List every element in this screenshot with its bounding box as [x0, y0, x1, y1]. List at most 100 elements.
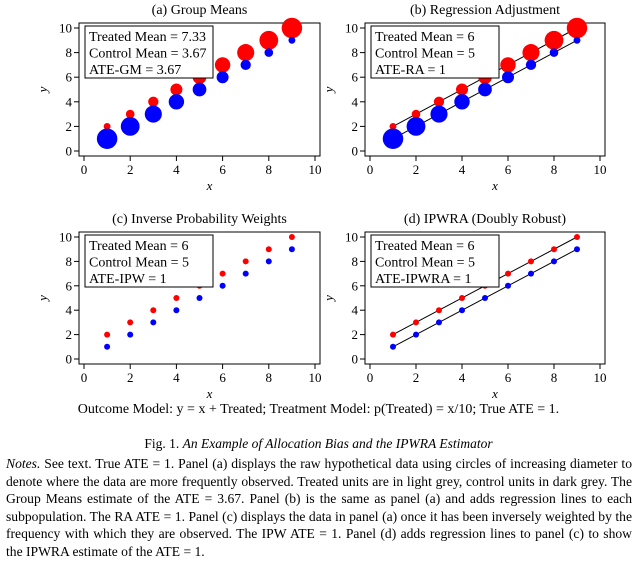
control-point	[551, 258, 557, 265]
caption-title: An Example of Allocation Bias and the IP…	[182, 436, 493, 451]
y-axis-label: y	[321, 295, 336, 303]
x-tick-label: 8	[266, 162, 273, 177]
x-tick-label: 8	[551, 162, 558, 177]
y-tick-label: 10	[345, 21, 358, 36]
panel-d: (d) IPWRA (Doubly Robust) 0 2 4 6 8 10 0 2 4 6 8 10 x…	[321, 212, 607, 400]
control-point	[390, 343, 396, 350]
treated-point	[574, 234, 580, 240]
y-tick-label: 2	[66, 327, 73, 342]
treated-point	[173, 295, 180, 301]
treated-point	[551, 246, 557, 253]
panel-title: (c) Inverse Probability Weights	[112, 212, 287, 227]
y-tick-label: 0	[66, 144, 73, 159]
treated-point	[522, 44, 540, 62]
control-point	[574, 246, 580, 253]
control-point	[525, 59, 537, 71]
plot-frame	[78, 231, 321, 365]
treated-point	[288, 234, 295, 240]
annotation-text: Control Mean = 5	[375, 47, 475, 62]
treated-point	[500, 57, 516, 73]
control-point	[502, 71, 514, 84]
treated-point	[505, 270, 511, 277]
y-tick-label: 4	[66, 94, 73, 109]
y-tick-label: 10	[59, 230, 72, 245]
plot-frame	[364, 22, 606, 157]
control-point	[406, 117, 426, 136]
panel-title: (d) IPWRA (Doubly Robust)	[404, 212, 567, 227]
y-tick-label: 8	[352, 45, 359, 60]
annotation-text: ATE-GM = 3.67	[89, 63, 181, 78]
control-point	[505, 282, 511, 289]
y-tick-label: 0	[352, 352, 359, 367]
control-point	[127, 331, 134, 338]
treated-point	[104, 331, 111, 338]
treated-point	[433, 96, 445, 107]
x-axis-label: x	[491, 178, 498, 193]
treated-point	[259, 30, 279, 50]
treated-point	[411, 109, 421, 119]
control-point	[288, 36, 296, 44]
y-tick-label: 4	[352, 94, 359, 109]
y-tick-label: 8	[352, 254, 359, 269]
caption-label: Fig. 1.	[144, 436, 180, 451]
y-tick-label: 8	[66, 45, 73, 60]
x-tick-label: 4	[173, 370, 180, 385]
control-point	[478, 82, 492, 97]
y-tick-label: 4	[352, 303, 359, 318]
control-point	[196, 295, 203, 301]
control-point	[436, 319, 442, 326]
y-tick-label: 6	[352, 70, 359, 85]
x-tick-label: 2	[413, 370, 420, 385]
x-tick-label: 6	[219, 370, 226, 385]
notes-label: Notes.	[6, 456, 41, 471]
x-tick-label: 6	[505, 370, 512, 385]
x-tick-label: 2	[413, 162, 420, 177]
panel-c: (c) Inverse Probability Weights 0 2 4 6 8 10 0 2…	[35, 212, 322, 400]
annotation-text: Treated Mean = 6	[375, 30, 475, 45]
model-description: Outcome Model: y = x + Treated; Treatmen…	[77, 402, 560, 417]
x-axis-label: x	[206, 178, 213, 193]
x-axis-label: x	[491, 386, 498, 400]
control-point	[173, 307, 180, 314]
treated-point	[148, 96, 159, 107]
y-axis-label: y	[35, 295, 50, 303]
panel-title: (b) Regression Adjustment	[410, 3, 560, 18]
control-point	[168, 94, 185, 110]
treated-point	[390, 331, 396, 338]
control-point	[382, 128, 404, 149]
x-tick-label: 0	[367, 370, 374, 385]
x-tick-label: 8	[266, 370, 273, 385]
treated-point	[456, 83, 468, 96]
control-point	[459, 307, 465, 314]
control-point	[573, 36, 581, 44]
control-point	[528, 270, 534, 277]
treated-point	[436, 307, 442, 314]
y-tick-label: 0	[66, 352, 73, 367]
figure-caption: Fig. 1. An Example of Allocation Bias an…	[0, 436, 637, 452]
treated-point	[242, 258, 249, 265]
annotation-text: Control Mean = 5	[375, 256, 475, 271]
x-tick-label: 2	[127, 370, 134, 385]
control-point	[96, 128, 118, 149]
panel-a: (a) Group Means 0 2 4 6 8 10 0 2 4 6 8 10 x y Treated M…	[35, 3, 322, 193]
control-point	[454, 94, 470, 110]
control-point	[104, 343, 111, 350]
y-tick-label: 10	[345, 230, 358, 245]
treated-point	[566, 17, 588, 39]
control-point	[549, 48, 559, 57]
treated-point	[389, 122, 397, 130]
treated-point	[544, 30, 564, 50]
treated-point	[265, 246, 272, 253]
annotation-text: ATE-RA = 1	[375, 63, 446, 78]
x-tick-label: 0	[81, 370, 88, 385]
y-tick-label: 2	[352, 119, 359, 134]
treated-point	[281, 17, 303, 39]
plot-frame	[78, 22, 321, 157]
y-tick-label: 2	[66, 119, 73, 134]
annotation-text: ATE-IPWRA = 1	[375, 272, 472, 287]
control-point	[430, 105, 448, 123]
annotation-text: Treated Mean = 6	[89, 239, 189, 254]
annotation-text: Control Mean = 5	[89, 256, 189, 271]
control-point	[482, 295, 488, 301]
y-tick-label: 4	[66, 303, 73, 318]
